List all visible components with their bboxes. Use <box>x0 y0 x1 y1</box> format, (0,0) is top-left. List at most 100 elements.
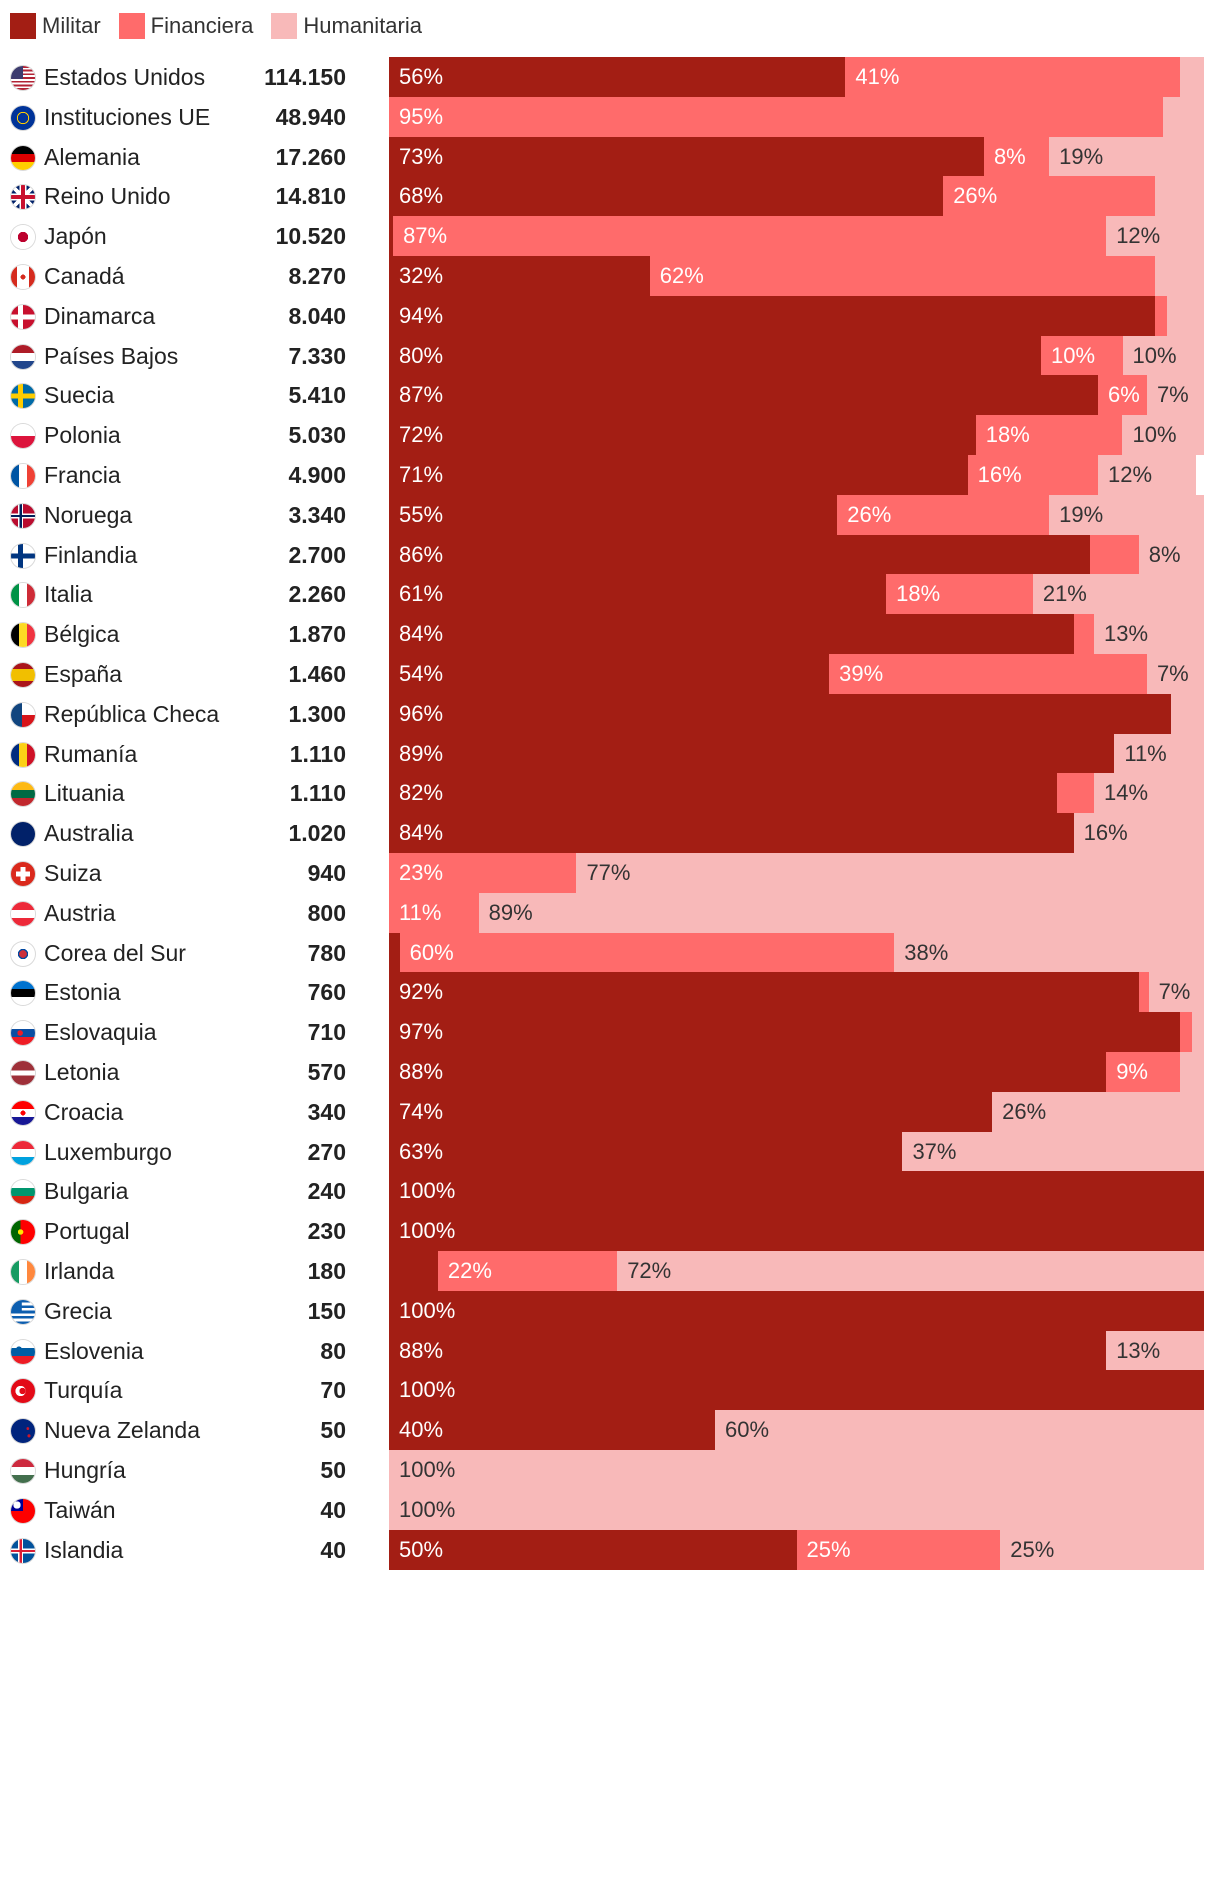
country-label: España <box>44 661 123 687</box>
country-label: Portugal <box>44 1218 130 1245</box>
bar-row: Alemania 17.260 73% 8% 19% <box>0 136 1220 177</box>
bar-row: Finlandia 2.700 86% 8% <box>0 534 1220 575</box>
data-label-mil: 84% <box>399 621 444 647</box>
data-label-hum: 72% <box>627 1258 672 1283</box>
bar-segment-financiera: 62% <box>649 256 1156 296</box>
bar-segment-financiera <box>1179 1012 1192 1053</box>
stacked-bar: 100% <box>389 1211 1204 1252</box>
data-label-mil: 87% <box>399 382 444 408</box>
country-label: Grecia <box>44 1297 112 1324</box>
stacked-bar: 68% 26% <box>389 176 1204 217</box>
total-value: 1.300 <box>288 700 346 727</box>
country-label: Italia <box>44 581 93 608</box>
total-value: 40 <box>320 1536 346 1563</box>
data-label-fin: 41% <box>855 64 900 89</box>
bar-segment-humanitaria: 100% <box>389 1450 1204 1490</box>
total-value: 17.260 <box>275 143 346 170</box>
data-label-mil: 50% <box>399 1536 444 1562</box>
data-label-mil: 71% <box>399 462 444 487</box>
country-label: Suiza <box>44 860 102 886</box>
data-label-hum: 8% <box>1148 541 1181 567</box>
data-label-mil: 100% <box>399 1178 456 1204</box>
data-label-mil: 94% <box>399 302 444 328</box>
stacked-bar: 86% 8% <box>389 534 1204 575</box>
bar-row: Instituciones UE 48.940 95% <box>0 96 1220 137</box>
bar-row: República Checa 1.300 96% <box>0 693 1220 734</box>
country-label: Noruega <box>44 501 133 528</box>
bar-row: Bélgica 1.870 84% 13% <box>0 614 1220 655</box>
ee-flag-icon <box>11 981 35 1006</box>
lu-flag-icon <box>11 1140 35 1165</box>
country-label: Turquía <box>44 1377 123 1404</box>
eu-flag-icon <box>11 105 35 130</box>
bar-segment-humanitaria <box>1155 176 1204 217</box>
stacked-bar: 94% <box>389 295 1204 336</box>
stacked-bar: 80% 10% 10% <box>389 335 1204 376</box>
country-label: Alemania <box>44 143 140 170</box>
bar-row: Suiza 940 23% 77% <box>0 853 1220 893</box>
bar-segment-humanitaria: 8% <box>1138 534 1204 575</box>
legend-label-financiera: Financiera <box>150 13 254 38</box>
bar-segment-humanitaria <box>1155 256 1204 296</box>
bar-segment-financiera: 22% <box>437 1251 618 1291</box>
country-label: Rumanía <box>44 740 138 767</box>
data-label-mil: 80% <box>399 342 444 368</box>
bar-segment-militar: 56% <box>389 57 846 97</box>
data-label-mil: 61% <box>399 581 444 607</box>
bar-row: Noruega 3.340 55% 26% 19% <box>0 494 1220 535</box>
bar-segment-militar: 87% <box>389 375 1099 416</box>
bar-segment-financiera: 6% <box>1098 375 1147 416</box>
gb-flag-icon <box>11 185 35 210</box>
stacked-bar: 87% 6% 7% <box>389 375 1204 416</box>
bar-segment-humanitaria <box>1171 693 1204 734</box>
bar-row: Turquía 70 100% <box>0 1370 1220 1411</box>
bar-row: Australia 1.020 84% 16% <box>0 813 1220 854</box>
data-label-hum: 10% <box>1132 422 1177 448</box>
country-label: Taiwán <box>44 1496 116 1523</box>
bar-row: Eslovenia 80 88% 13% <box>0 1330 1220 1371</box>
fr-flag-icon <box>11 464 35 488</box>
bar-segment-humanitaria <box>1179 1052 1204 1092</box>
bar-segment-humanitaria: 10% <box>1122 415 1204 456</box>
total-value: 800 <box>307 899 346 926</box>
data-label-fin: 11% <box>399 899 442 925</box>
is-flag-icon <box>11 1538 35 1563</box>
bar-segment-militar: 100% <box>389 1211 1204 1252</box>
data-label-fin: 23% <box>399 860 444 885</box>
stacked-bar: 82% 14% <box>389 773 1204 814</box>
data-label-mil: 68% <box>399 183 444 209</box>
stacked-bar: 96% <box>389 693 1204 734</box>
data-label-mil: 74% <box>399 1098 444 1124</box>
kr-flag-icon <box>11 941 35 966</box>
bar-row: Taiwán 40 100% <box>0 1489 1220 1530</box>
stacked-bar: 89% 11% <box>389 733 1204 774</box>
bar-row: Dinamarca 8.040 94% <box>0 295 1220 336</box>
bar-segment-humanitaria: 37% <box>902 1131 1204 1172</box>
country-label: Bélgica <box>44 621 120 648</box>
de-flag-icon <box>11 145 35 170</box>
au-flag-icon <box>11 822 35 847</box>
bar-segment-humanitaria <box>1179 57 1204 97</box>
data-label-hum: 7% <box>1156 382 1189 408</box>
total-value: 10.520 <box>275 223 346 250</box>
bar-segment-militar: 84% <box>389 614 1074 655</box>
total-value: 180 <box>307 1258 346 1284</box>
country-label: Croacia <box>44 1098 124 1125</box>
total-value: 70 <box>320 1377 346 1404</box>
total-value: 270 <box>307 1138 346 1165</box>
pt-flag-icon <box>11 1220 35 1245</box>
data-label-hum: 7% <box>1158 979 1191 1005</box>
data-label-hum: 21% <box>1042 581 1087 607</box>
bar-segment-humanitaria: 25% <box>1000 1529 1204 1570</box>
bar-segment-financiera <box>1073 614 1094 655</box>
total-value: 240 <box>307 1178 346 1205</box>
total-value: 940 <box>307 860 346 886</box>
bar-segment-militar: 40% <box>389 1410 715 1451</box>
pl-flag-icon <box>11 424 35 449</box>
bar-row: Corea del Sur 780 60% 38% <box>0 932 1220 973</box>
stacked-bar: 61% 18% 21% <box>389 574 1204 615</box>
fi-flag-icon <box>11 543 35 568</box>
legend-item-financiera: Financiera <box>118 13 254 39</box>
data-label-mil: 72% <box>399 422 444 448</box>
data-label-hum: 12% <box>1108 462 1153 487</box>
